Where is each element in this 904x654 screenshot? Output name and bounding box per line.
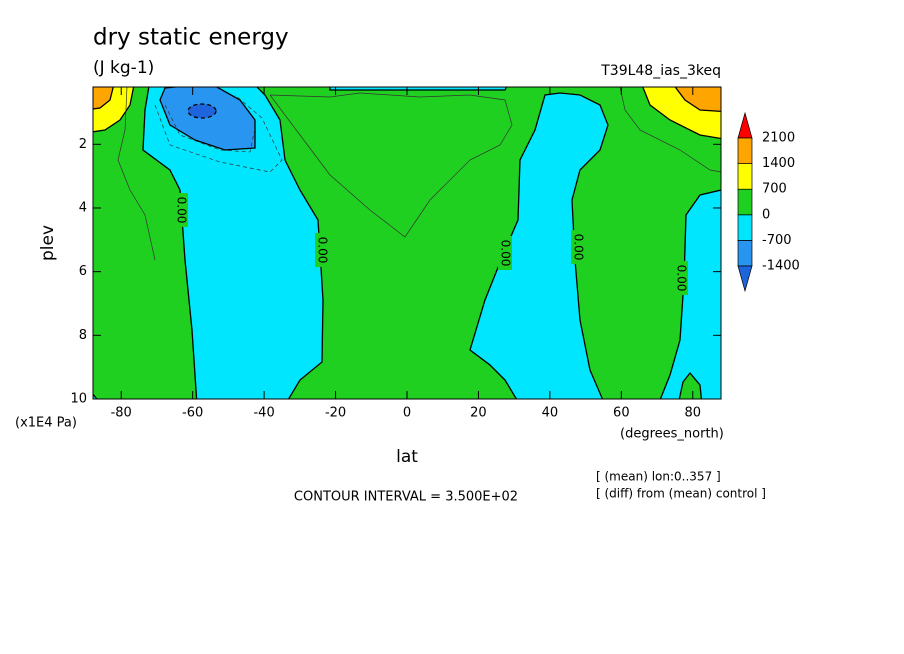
contour-line xyxy=(164,104,256,153)
colorbar-box xyxy=(737,163,753,190)
dataset-label: T39L48_ias_3keq xyxy=(600,63,721,79)
y-tick-label: 6 xyxy=(79,264,87,279)
contour-region xyxy=(659,189,721,399)
x-tick-label: 40 xyxy=(542,406,559,421)
x-tick-label: 0 xyxy=(403,406,411,421)
contour-region xyxy=(142,87,324,399)
contour-line xyxy=(117,87,156,261)
colorbar-label: 1400 xyxy=(762,156,795,171)
y-units: (x1E4 Pa) xyxy=(15,416,77,431)
colorbar-label: 700 xyxy=(762,182,787,197)
colorbar-box xyxy=(737,188,753,216)
x-units: (degrees_north) xyxy=(620,427,724,442)
contour-region xyxy=(159,87,256,151)
colorbar-box xyxy=(737,240,753,267)
contour-label-bg xyxy=(674,261,688,295)
plot-area: 0.00 0.00 0.00 0.00 0.00 xyxy=(93,87,721,399)
contour-label: 0.00 xyxy=(316,237,330,264)
annotation: [ (mean) lon:0..357 ] xyxy=(596,470,721,484)
contour-region xyxy=(93,87,114,110)
contour-line xyxy=(619,87,721,173)
contour-region xyxy=(187,103,217,119)
y-axis-label: plev xyxy=(38,225,58,261)
x-tick-label: -40 xyxy=(253,406,274,421)
colorbar-box xyxy=(737,214,753,241)
contour-label-bg xyxy=(571,230,585,264)
colorbar-arrow xyxy=(737,111,753,139)
colorbar-label: -700 xyxy=(762,233,792,248)
contour-label: 0.00 xyxy=(675,265,689,292)
colorbar-arrow xyxy=(737,265,753,293)
contour-line xyxy=(269,92,513,238)
x-tick-label: 20 xyxy=(470,406,487,421)
colorbar-label: -1400 xyxy=(762,259,800,274)
colorbar-box xyxy=(737,137,753,164)
contour-label-bg xyxy=(174,193,188,227)
contour-line xyxy=(154,94,283,173)
contour-label-bg xyxy=(315,233,329,267)
y-tick-label: 8 xyxy=(79,328,87,343)
y-tick-label: 10 xyxy=(70,392,87,407)
x-tick-label: -60 xyxy=(182,406,203,421)
colorbar-label: 2100 xyxy=(762,131,795,146)
x-tick-label: 80 xyxy=(685,406,702,421)
x-tick-label: -80 xyxy=(111,406,132,421)
x-tick-label: 60 xyxy=(613,406,630,421)
contour-label: 0.00 xyxy=(572,234,586,261)
contour-region xyxy=(674,87,721,113)
y-tick-label: 4 xyxy=(79,200,87,215)
contour-region xyxy=(329,87,508,91)
annotation: [ (diff) from (mean) control ] xyxy=(596,487,766,501)
annotation: CONTOUR INTERVAL = 3.500E+02 xyxy=(294,490,518,505)
y-tick-label: 2 xyxy=(79,137,87,152)
contour-region xyxy=(469,92,609,399)
contour-label: 0.00 xyxy=(499,240,513,267)
contour-label: 0.00 xyxy=(175,197,189,224)
contour-label-bg xyxy=(498,236,512,270)
chart-title: dry static energy xyxy=(93,25,289,51)
x-tick-label: -20 xyxy=(325,406,346,421)
x-axis-label: lat xyxy=(396,447,418,467)
chart-subtitle: (J kg-1) xyxy=(93,58,154,78)
overlay: -80 -60 -40 -20 0 20 40 60 80 2 4 6 8 10 -1400 -700 0 700… xyxy=(70,86,800,421)
colorbar-label: 0 xyxy=(762,207,770,222)
